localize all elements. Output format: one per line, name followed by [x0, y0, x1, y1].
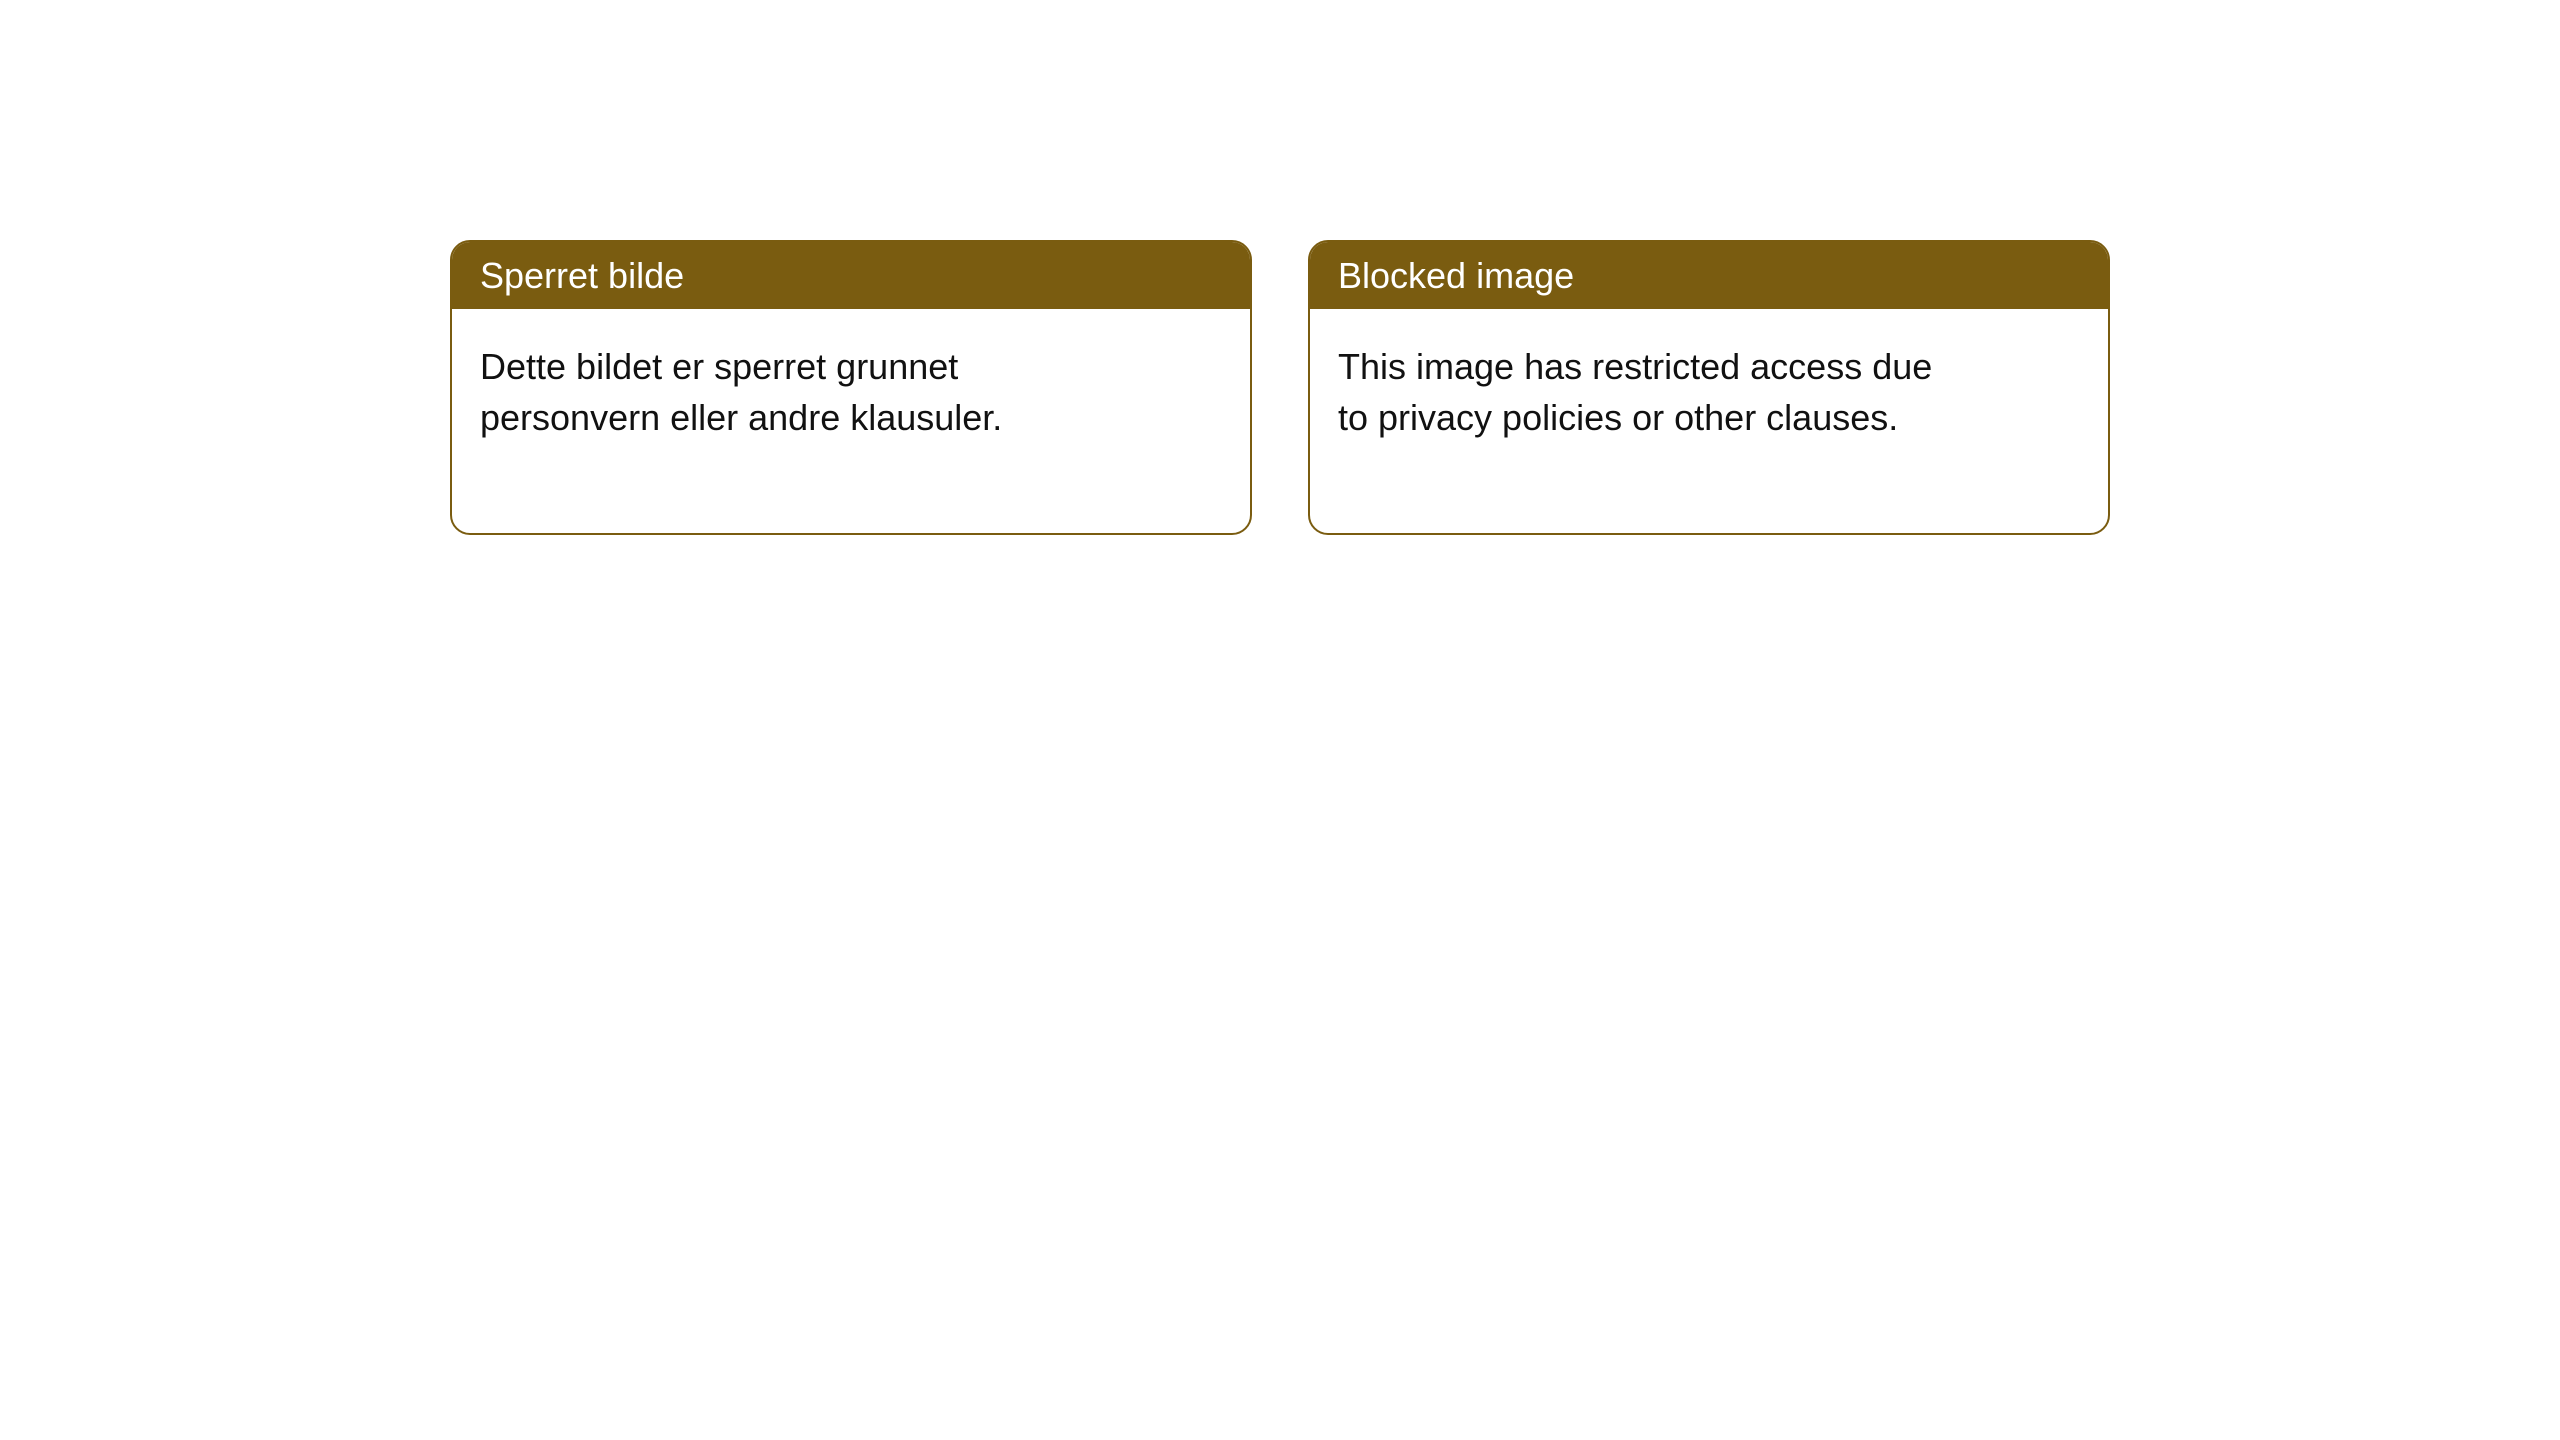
notice-body: This image has restricted access due to …: [1310, 309, 1970, 533]
notice-container: Sperret bilde Dette bildet er sperret gr…: [0, 0, 2560, 535]
notice-card-norwegian: Sperret bilde Dette bildet er sperret gr…: [450, 240, 1252, 535]
notice-header: Sperret bilde: [452, 242, 1250, 309]
notice-body: Dette bildet er sperret grunnet personve…: [452, 309, 1112, 533]
notice-header: Blocked image: [1310, 242, 2108, 309]
notice-card-english: Blocked image This image has restricted …: [1308, 240, 2110, 535]
